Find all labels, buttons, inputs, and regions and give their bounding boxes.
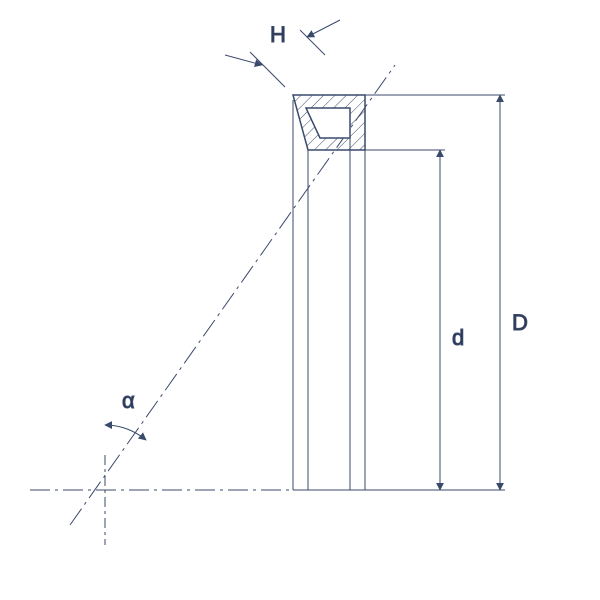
label-H: H [270,22,286,47]
ring-section [293,95,365,150]
dimension-H: H [225,20,340,87]
label-D: D [512,310,528,335]
dimension-alpha: α [105,388,146,440]
technical-drawing: H D d α [0,0,600,600]
label-d: d [452,325,464,350]
dimension-D: D [500,95,528,490]
label-alpha: α [122,388,135,413]
extension-lines [293,95,505,490]
dimension-d: d [440,150,464,490]
